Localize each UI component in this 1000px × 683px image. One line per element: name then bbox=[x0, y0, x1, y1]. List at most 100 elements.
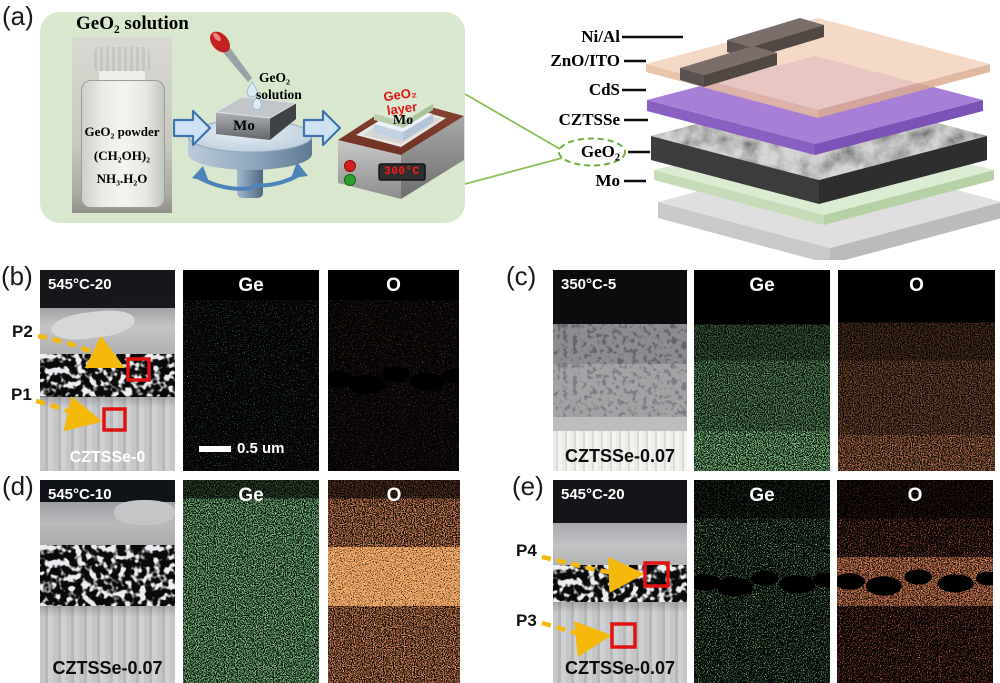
panel-d-sem-image: 545°C-10 CZTSSe-0.07 bbox=[40, 480, 175, 683]
panel-b-condition: 545°C-20 bbox=[48, 276, 112, 293]
panel-e-o-label: O bbox=[907, 485, 923, 506]
sem-grain-band bbox=[553, 324, 687, 365]
hot-plate bbox=[338, 96, 464, 199]
flow-arrows bbox=[172, 109, 342, 147]
map-shade bbox=[328, 480, 460, 683]
panel-e-o-map: O bbox=[837, 480, 993, 683]
sem-mid-band bbox=[553, 364, 687, 417]
panel-d-letter: (d) bbox=[2, 471, 34, 501]
bottle-photo bbox=[72, 37, 172, 213]
hotplate-substrate-label: Mo bbox=[392, 113, 414, 128]
stack-label-nial: Ni/Al bbox=[581, 27, 620, 46]
marker-box-p4 bbox=[643, 561, 670, 588]
stack-label-geo2: GeO₂ bbox=[580, 142, 620, 161]
flow-arrow-2 bbox=[302, 109, 342, 147]
arrow-p1 bbox=[35, 396, 103, 432]
spin-substrate-label: Mo bbox=[233, 118, 255, 134]
stack-label-cztsse: CZTSSe bbox=[558, 110, 620, 129]
panel-d-o-map: O bbox=[328, 480, 460, 683]
point-label-p4: P4 bbox=[516, 541, 537, 560]
connector-lines bbox=[464, 93, 563, 185]
sem-dark-top bbox=[40, 480, 175, 503]
sem-large-grain bbox=[114, 500, 175, 525]
panel-d-condition: 545°C-10 bbox=[48, 486, 112, 503]
panel-d-sample: CZTSSe-0.07 bbox=[52, 658, 163, 678]
map-dark-voids bbox=[694, 565, 830, 600]
device-stack bbox=[558, 18, 1000, 260]
panel-d-o-label: O bbox=[386, 485, 402, 506]
bottle-cap bbox=[94, 47, 150, 72]
panel-c-o-label: O bbox=[909, 275, 924, 296]
sem-transition-band bbox=[553, 416, 687, 431]
hotplate-red-button bbox=[344, 160, 356, 172]
panel-b-ge-label: Ge bbox=[238, 275, 264, 296]
panel-c-ge-label: Ge bbox=[749, 275, 775, 296]
dropper bbox=[210, 31, 252, 82]
panel-b-sample: CZTSSe-0 bbox=[69, 449, 146, 466]
panel-e-markers bbox=[541, 554, 670, 657]
scale-bar bbox=[199, 446, 231, 452]
map-shade bbox=[838, 270, 995, 471]
flow-arrow-1 bbox=[172, 109, 212, 147]
stack-tick-lines bbox=[622, 35, 683, 183]
panel-b-o-map: O bbox=[328, 270, 459, 471]
panel-b-letter: (b) bbox=[1, 261, 33, 291]
panel-c-condition: 350°C-5 bbox=[561, 276, 617, 293]
sem-dark-top bbox=[553, 270, 687, 325]
panel-c-sample: CZTSSe-0.07 bbox=[564, 446, 676, 466]
bottle-neck bbox=[99, 71, 145, 81]
panel-e-sample: CZTSSe-0.07 bbox=[564, 658, 676, 678]
dropper-label-2: solution bbox=[256, 87, 302, 102]
panel-e-ge-map: Ge bbox=[694, 480, 830, 683]
panel-b-markers bbox=[35, 333, 151, 432]
sem-mo-band bbox=[40, 605, 175, 683]
marker-box-p3 bbox=[610, 622, 637, 649]
panel-a-art bbox=[172, 18, 1000, 260]
dropper-label-1: GeO₂ bbox=[259, 70, 291, 85]
map-shade bbox=[183, 270, 319, 471]
sem-dark-top bbox=[553, 480, 687, 523]
panel-c-sem-image: 350°C-5 CZTSSe-0.07 bbox=[553, 270, 687, 471]
map-dark-voids bbox=[328, 358, 459, 401]
hotplate-green-button bbox=[344, 174, 356, 186]
marker-box-p1 bbox=[102, 407, 127, 432]
arrow-p3 bbox=[541, 620, 612, 657]
spin-coater bbox=[187, 31, 313, 198]
stack-label-mo: Mo bbox=[595, 171, 620, 190]
geo2-highlight-ellipse bbox=[558, 137, 626, 167]
bottle-text-2: (CH₂OH)₂ bbox=[93, 148, 151, 163]
hotplate-display-text: 300°C bbox=[384, 166, 420, 178]
panel-c-letter: (c) bbox=[506, 261, 537, 291]
map-dark-voids bbox=[837, 563, 993, 600]
point-label-p3: P3 bbox=[516, 611, 537, 630]
substrate-chip bbox=[214, 96, 298, 140]
droplets bbox=[246, 81, 263, 110]
panel-e-sem-image: 545°C-20 CZTSSe-0.07 bbox=[553, 480, 687, 683]
sem-porous-band bbox=[40, 544, 175, 606]
point-label-p2: P2 bbox=[12, 322, 33, 341]
hotplate-display bbox=[378, 163, 426, 181]
panel-c-o-map: O bbox=[838, 270, 995, 471]
panel-e-ge-label: Ge bbox=[749, 485, 775, 506]
bottle-glass bbox=[81, 80, 165, 208]
point-label-p1: P1 bbox=[11, 385, 32, 404]
arrow-p4 bbox=[541, 554, 645, 593]
stack-label-cds: CdS bbox=[588, 80, 620, 99]
bottle-text-1: GeO₂ powder bbox=[84, 124, 160, 139]
panel-e-condition: 545°C-20 bbox=[561, 486, 625, 503]
map-shade bbox=[694, 270, 830, 471]
bottle-text-3: NH₃.H₂O bbox=[96, 171, 148, 186]
stack-label-znoito: ZnO/ITO bbox=[550, 51, 620, 70]
panel-b-sem-image: 545°C-20 CZTSSe-0 bbox=[40, 270, 175, 471]
panel-d-ge-map: Ge bbox=[183, 480, 319, 683]
panel-e-letter: (e) bbox=[512, 471, 544, 501]
panel-b-ge-map: Ge 0.5 um bbox=[183, 270, 319, 471]
stack-layer-nial bbox=[680, 18, 824, 87]
marker-box-p2 bbox=[126, 357, 151, 382]
map-shade bbox=[183, 480, 319, 683]
hotplate-sample bbox=[374, 96, 433, 141]
panel-d-ge-label: Ge bbox=[238, 485, 264, 506]
panel-a-letter: (a) bbox=[2, 1, 34, 31]
arrow-p2 bbox=[37, 333, 126, 369]
